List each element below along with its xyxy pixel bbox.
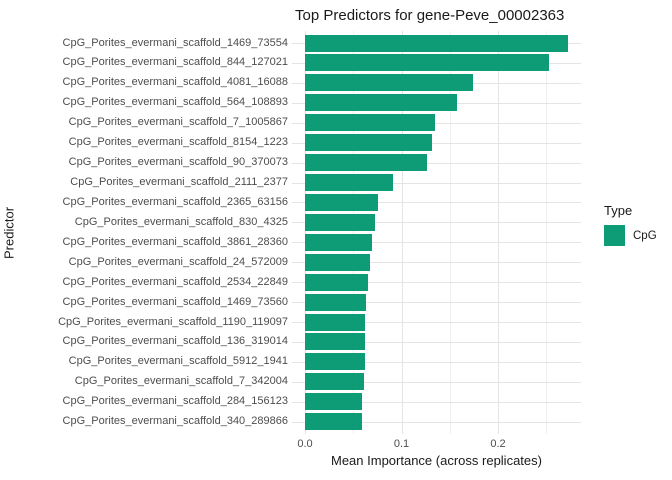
y-tick-label: CpG_Porites_evermani_scaffold_2534_22849 [62,275,288,288]
y-tick-label: CpG_Porites_evermani_scaffold_830_4325 [74,215,288,228]
legend-key-swatch [604,225,625,246]
y-tick-label: CpG_Porites_evermani_scaffold_7_1005867 [68,116,288,129]
y-tick-label: CpG_Porites_evermani_scaffold_3861_28360 [62,235,288,248]
bar-CpG_Porites_evermani_scaffold_284_156123 [305,393,362,411]
gridline-vertical-minor [449,31,451,434]
bar-CpG_Porites_evermani_scaffold_136_319014 [305,333,365,351]
y-tick-label: CpG_Porites_evermani_scaffold_2111_2377 [70,176,288,188]
plot-panel [292,31,581,434]
gridline-horizontal-major [292,162,581,164]
bar-CpG_Porites_evermani_scaffold_7_342004 [305,373,364,391]
gridline-horizontal-major [292,222,581,224]
gridline-vertical-minor [546,31,548,434]
gridline-horizontal-major [292,262,581,264]
gridline-vertical-major [401,31,403,434]
gridline-horizontal-major [292,401,581,403]
bar-CpG_Porites_evermani_scaffold_1469_73560 [305,293,366,311]
bar-CpG_Porites_evermani_scaffold_830_4325 [305,213,376,231]
y-tick-label: CpG_Porites_evermani_scaffold_5912_1941 [68,355,288,368]
x-axis-title: Mean Importance (across replicates) [331,453,542,468]
legend: Type CpG [604,203,657,246]
y-tick-label: CpG_Porites_evermani_scaffold_4081_16088 [62,76,288,89]
y-tick-label: CpG_Porites_evermani_scaffold_2365_63156 [62,195,288,208]
bar-CpG_Porites_evermani_scaffold_1469_73554 [305,34,569,52]
gridline-horizontal-major [292,182,581,184]
gridline-horizontal-major [292,122,581,124]
y-tick-label: CpG_Porites_evermani_scaffold_7_342004 [74,375,288,388]
gridline-horizontal-major [292,421,581,423]
y-tick-label: CpG_Porites_evermani_scaffold_564_108893 [62,96,288,109]
gridline-vertical-major [305,31,306,434]
gridline-horizontal-major [292,322,581,323]
y-tick-label: CpG_Porites_evermani_scaffold_90_370073 [68,156,288,169]
y-tick-label: CpG_Porites_evermani_scaffold_24_572009 [68,255,288,268]
gridline-vertical-minor [353,31,355,434]
legend-title: Type [604,203,633,218]
y-tick-label: CpG_Porites_evermani_scaffold_340_289866 [62,415,288,428]
y-tick-label: CpG_Porites_evermani_scaffold_136_319014 [62,335,288,348]
bar-CpG_Porites_evermani_scaffold_7_1005867 [305,114,436,132]
y-axis-title: Predictor [1,206,17,259]
gridline-vertical-major [498,31,499,434]
bar-CpG_Porites_evermani_scaffold_1190_119097 [305,313,365,331]
bar-CpG_Porites_evermani_scaffold_844_127021 [305,54,550,72]
gridline-horizontal-major [292,341,581,343]
gridline-horizontal-major [292,302,581,304]
bar-CpG_Porites_evermani_scaffold_2111_2377 [305,174,393,191]
bar-CpG_Porites_evermani_scaffold_340_289866 [305,413,362,431]
bar-CpG_Porites_evermani_scaffold_564_108893 [305,94,457,112]
chart-title: Top Predictors for gene-Peve_00002363 [295,7,565,24]
gridline-horizontal-major [292,282,581,284]
y-tick-label: CpG_Porites_evermani_scaffold_844_127021 [62,56,288,69]
x-tick-label: 0.0 [297,438,313,450]
bar-CpG_Porites_evermani_scaffold_4081_16088 [305,74,473,92]
y-tick-label: CpG_Porites_evermani_scaffold_284_156123 [62,395,288,408]
bar-CpG_Porites_evermani_scaffold_2534_22849 [305,273,368,291]
bar-CpG_Porites_evermani_scaffold_8154_1223 [305,134,433,152]
legend-entry: CpG [604,225,657,246]
gridline-horizontal-major [292,142,581,144]
x-tick-label: 0.2 [490,438,506,450]
y-tick-label: CpG_Porites_evermani_scaffold_1469_73554 [62,36,288,49]
y-tick-label: CpG_Porites_evermani_scaffold_1190_11909… [58,315,288,328]
gridline-horizontal-major [292,202,581,204]
legend-item-label: CpG [633,229,657,242]
bar-CpG_Porites_evermani_scaffold_90_370073 [305,154,427,172]
y-tick-label: CpG_Porites_evermani_scaffold_1469_73560 [62,295,288,308]
bar-CpG_Porites_evermani_scaffold_2365_63156 [305,193,379,211]
gridline-horizontal-major [292,381,581,383]
gridline-horizontal-major [292,242,581,244]
gridline-horizontal-major [292,361,581,363]
bar-CpG_Porites_evermani_scaffold_5912_1941 [305,353,365,371]
x-tick-label: 0.1 [393,438,410,450]
bar-CpG_Porites_evermani_scaffold_3861_28360 [305,233,372,251]
bar-CpG_Porites_evermani_scaffold_24_572009 [305,253,370,271]
y-tick-label: CpG_Porites_evermani_scaffold_8154_1223 [68,136,288,149]
